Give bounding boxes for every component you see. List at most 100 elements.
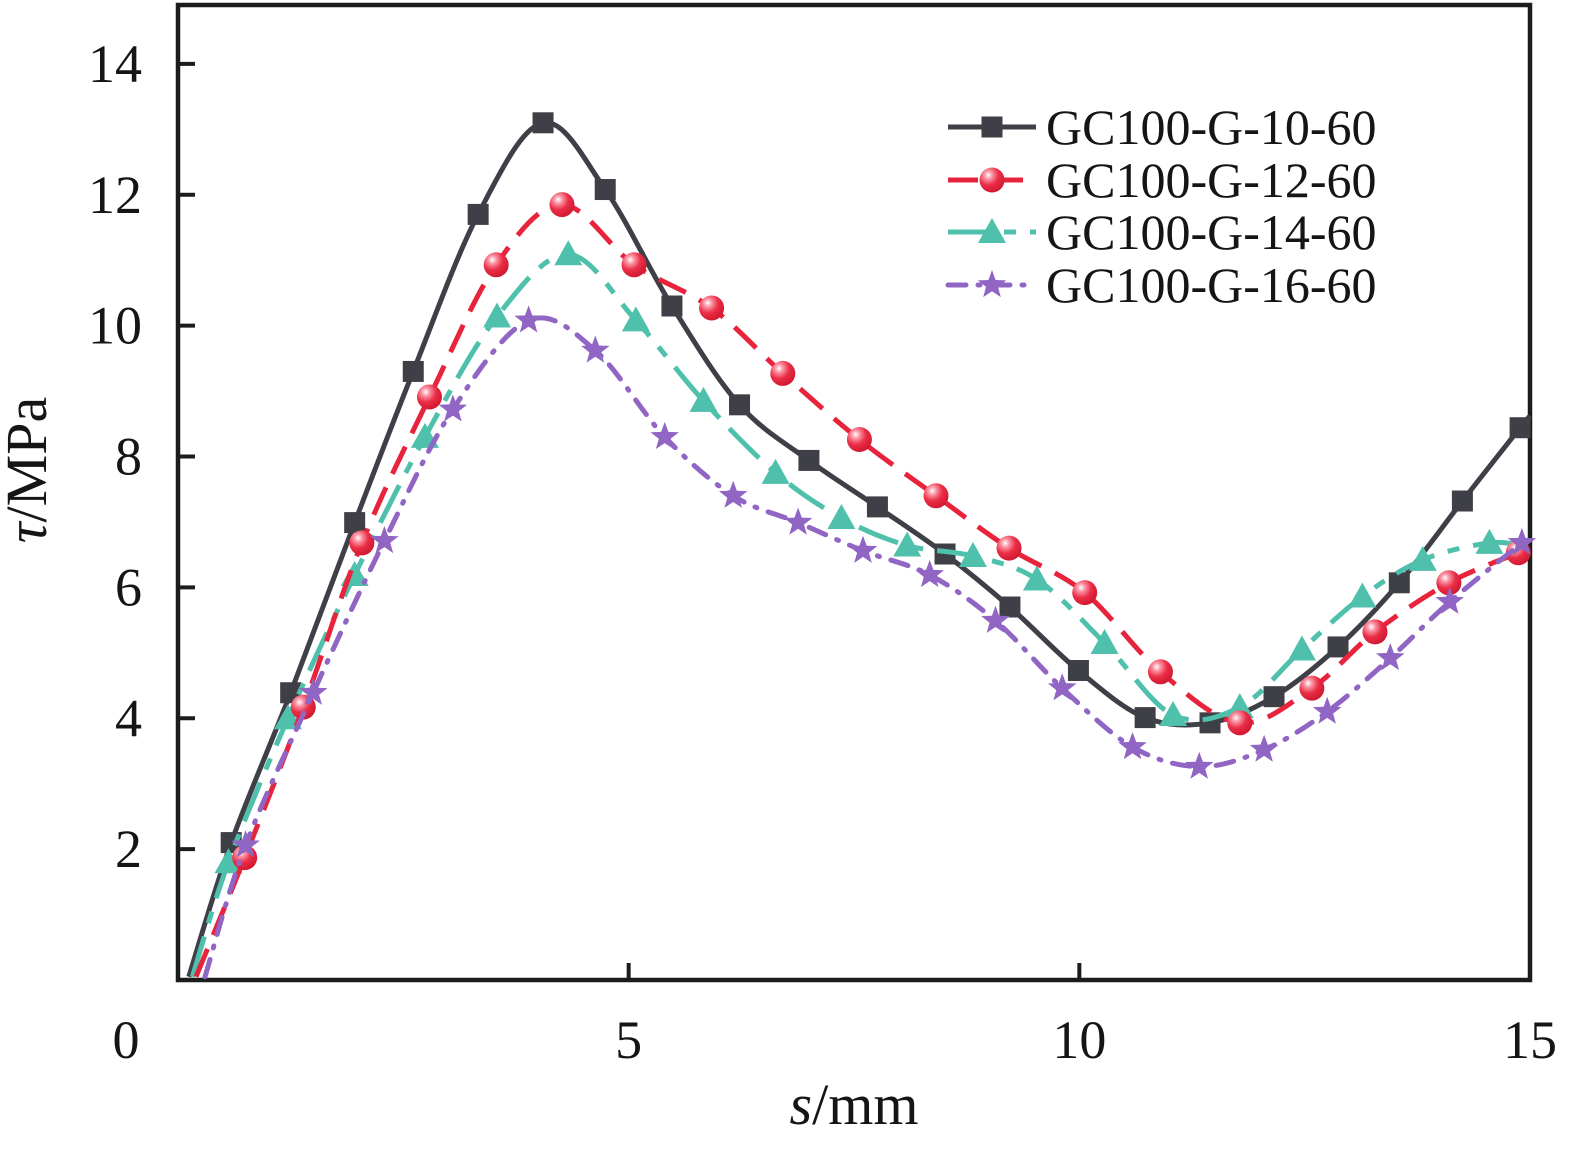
legend-label: GC100-G-12-60 — [1046, 152, 1377, 208]
data-point-marker-star — [1376, 643, 1405, 671]
data-point-marker-sphere — [349, 530, 375, 556]
data-point-marker-star — [298, 677, 328, 705]
data-point-marker-sphere — [1299, 675, 1325, 701]
data-point-marker-triangle — [978, 218, 1006, 243]
data-point-marker-triangle — [1022, 565, 1051, 591]
data-point-marker-square — [1263, 686, 1285, 708]
data-point-marker-triangle — [761, 458, 790, 484]
data-point-marker-star — [1312, 696, 1342, 724]
x-axis-title: s/mm — [790, 1072, 919, 1137]
x-tick-label: 10 — [1052, 1010, 1106, 1070]
data-point-marker-triangle — [1287, 635, 1316, 661]
data-point-marker-triangle — [621, 306, 650, 332]
data-point-marker-star — [370, 525, 399, 554]
data-point-marker-star — [1249, 734, 1279, 762]
data-point-marker-square — [999, 596, 1021, 618]
x-tick-label: 5 — [615, 1010, 642, 1070]
data-point-marker-star — [719, 480, 748, 508]
data-point-marker-square — [1509, 417, 1531, 439]
y-tick-label: 4 — [115, 688, 142, 748]
data-point-marker-triangle — [893, 531, 922, 557]
legend-item-gc100-g-16-60: GC100-G-16-60 — [945, 257, 1377, 313]
data-point-marker-star — [848, 535, 878, 563]
data-point-marker-sphere — [1436, 570, 1462, 596]
data-point-marker-triangle — [214, 848, 243, 874]
data-point-marker-triangle — [958, 541, 987, 567]
x-tick-label: 0 — [113, 1010, 140, 1070]
data-point-marker-sphere — [1227, 710, 1253, 736]
data-point-marker-square — [981, 116, 1003, 138]
data-point-marker-star — [981, 605, 1010, 633]
data-point-marker-triangle — [483, 302, 512, 328]
data-point-marker-square — [344, 512, 366, 534]
data-point-marker-sphere — [996, 535, 1022, 561]
legend-label: GC100-G-14-60 — [1046, 204, 1377, 260]
data-point-marker-square — [866, 496, 888, 518]
data-point-marker-triangle — [554, 240, 583, 266]
data-point-marker-star — [438, 394, 468, 422]
data-point-marker-star — [1047, 673, 1077, 701]
data-point-marker-sphere — [923, 483, 949, 509]
y-tick-label: 2 — [115, 819, 142, 879]
data-point-marker-triangle — [1475, 528, 1504, 554]
x-axis-unit: /mm — [812, 1072, 918, 1137]
data-point-marker-star — [915, 559, 944, 588]
data-point-marker-square — [532, 112, 554, 134]
legend: GC100-G-10-60GC100-G-12-60GC100-G-14-60G… — [945, 99, 1377, 313]
data-point-marker-square — [1388, 572, 1410, 594]
legend-item-gc100-g-14-60: GC100-G-14-60 — [948, 204, 1377, 260]
y-axis-symbol: τ — [0, 520, 59, 543]
data-point-marker-star — [231, 830, 260, 858]
data-point-marker-square — [1451, 490, 1473, 512]
data-point-marker-sphere — [1362, 619, 1388, 645]
data-point-marker-sphere — [770, 360, 796, 386]
data-point-marker-star — [783, 507, 813, 535]
y-tick-label: 14 — [88, 34, 142, 94]
data-point-marker-triangle — [1408, 545, 1437, 571]
data-point-marker-sphere — [483, 252, 509, 278]
y-tick-label: 10 — [88, 296, 142, 356]
x-tick-label: 15 — [1503, 1010, 1557, 1070]
data-point-marker-square — [1327, 636, 1349, 658]
legend-label: GC100-G-16-60 — [1046, 257, 1377, 313]
data-point-marker-star — [650, 421, 679, 449]
data-point-marker-sphere — [846, 426, 872, 452]
data-point-marker-triangle — [1225, 693, 1254, 719]
legend-item-gc100-g-10-60: GC100-G-10-60 — [948, 99, 1377, 155]
series-markers-gc100-g-16-60 — [231, 305, 1537, 858]
data-point-marker-star — [1435, 586, 1464, 614]
x-axis-symbol: s — [790, 1072, 813, 1137]
data-point-marker-triangle — [827, 504, 856, 530]
data-point-marker-sphere — [549, 192, 575, 218]
data-point-marker-sphere — [1072, 580, 1098, 606]
y-axis-title: τ/MPa — [0, 397, 59, 543]
legend-item-gc100-g-12-60: GC100-G-12-60 — [948, 152, 1377, 208]
series-line-gc100-g-12-60 — [193, 202, 1532, 978]
series-gc100-g-14-60 — [190, 240, 1526, 978]
data-point-marker-triangle — [689, 386, 718, 412]
y-axis-unit: /MPa — [0, 397, 59, 523]
plot-border — [175, 2, 1533, 983]
data-point-marker-square — [402, 360, 424, 382]
data-point-marker-square — [594, 179, 616, 201]
data-point-marker-square — [729, 394, 751, 416]
data-point-marker-sphere — [979, 167, 1005, 193]
data-point-marker-square — [467, 203, 489, 225]
data-point-marker-star — [977, 270, 1007, 298]
data-point-marker-star — [1507, 527, 1537, 555]
data-point-marker-square — [1134, 707, 1156, 729]
data-point-marker-triangle — [1159, 700, 1188, 726]
data-point-marker-sphere — [416, 384, 442, 410]
y-tick-label: 8 — [115, 427, 142, 487]
data-point-marker-triangle — [1090, 629, 1119, 655]
data-point-marker-sphere — [621, 252, 647, 278]
data-point-marker-star — [1184, 751, 1214, 779]
data-point-marker-star — [514, 305, 543, 333]
y-tick-label: 6 — [115, 557, 142, 617]
data-point-marker-triangle — [1348, 582, 1377, 608]
data-point-marker-star — [1118, 732, 1147, 760]
data-point-marker-square — [798, 449, 820, 471]
series-gc100-g-16-60 — [202, 305, 1537, 980]
data-point-marker-sphere — [699, 295, 725, 321]
